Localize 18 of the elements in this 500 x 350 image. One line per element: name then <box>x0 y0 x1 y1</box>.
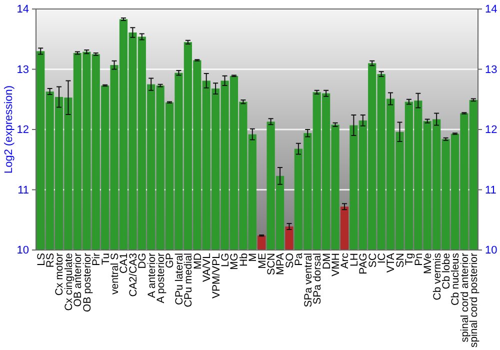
x-tick-label: Cb lobe <box>440 252 452 290</box>
x-tick-label: Tg <box>404 252 416 266</box>
x-tick-label: Pa <box>293 252 306 266</box>
y2-tick-label: 11 <box>485 184 496 196</box>
x-tick-label: spinal cord posterior <box>468 252 480 348</box>
y-tick-label: 10 <box>16 244 29 257</box>
y-tick-label: 14 <box>16 4 29 16</box>
y-axis-title: Log2 (expression) <box>2 85 15 174</box>
x-tick-label: MVe <box>422 252 434 274</box>
y-tick-label: 12 <box>16 124 29 136</box>
y2-tick-label: 12 <box>485 124 498 136</box>
x-tick-label: Hb <box>238 252 250 266</box>
y-tick-label: 13 <box>16 64 29 76</box>
y2-tick-label: 10 <box>485 244 498 257</box>
x-tick-label: Cx cingulate <box>62 252 75 311</box>
y2-tick-label: 13 <box>485 64 498 76</box>
y2-tick-label: 14 <box>485 4 498 16</box>
y-tick-label: 11 <box>18 184 29 196</box>
